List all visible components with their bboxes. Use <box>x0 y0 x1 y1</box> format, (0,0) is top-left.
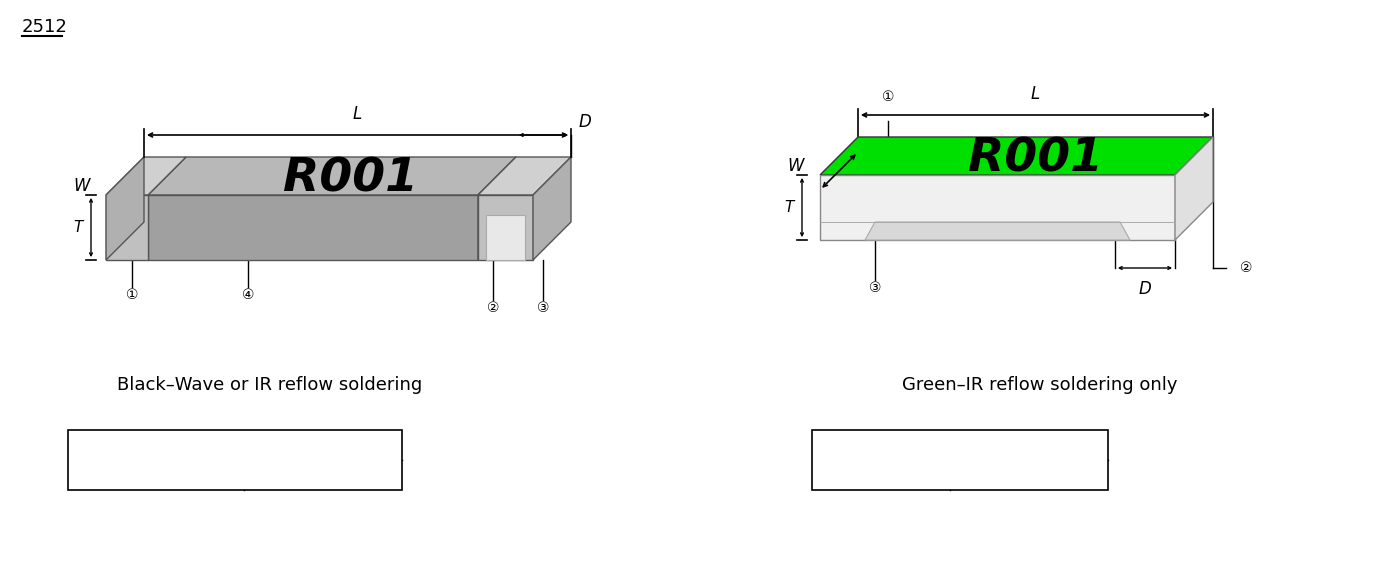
Polygon shape <box>148 157 516 195</box>
Text: Barrier Layer: Barrier Layer <box>277 437 378 453</box>
Text: Solder Plating: Solder Plating <box>100 437 208 453</box>
Polygon shape <box>866 222 1131 240</box>
Polygon shape <box>106 157 185 195</box>
Polygon shape <box>106 195 148 260</box>
Polygon shape <box>106 157 144 260</box>
Text: T: T <box>74 220 84 235</box>
Text: D: D <box>579 113 591 131</box>
Text: ①: ① <box>72 437 86 453</box>
Polygon shape <box>478 195 533 260</box>
Text: ③: ③ <box>537 301 549 315</box>
Polygon shape <box>478 157 572 195</box>
Text: T: T <box>785 200 795 215</box>
Text: W: W <box>74 177 91 195</box>
Text: ①: ① <box>882 90 894 104</box>
Text: Overcoat: Overcoat <box>277 468 347 482</box>
Polygon shape <box>820 175 1175 240</box>
Text: ②: ② <box>72 468 86 482</box>
Polygon shape <box>533 157 572 260</box>
Text: ④: ④ <box>241 288 254 302</box>
Text: D: D <box>1139 280 1151 298</box>
Text: ②: ② <box>487 301 499 315</box>
Polygon shape <box>487 215 526 260</box>
Text: 2512: 2512 <box>22 18 68 36</box>
Polygon shape <box>148 195 478 260</box>
Text: W: W <box>788 157 804 175</box>
Text: Alloy Plate: Alloy Plate <box>845 468 926 482</box>
Polygon shape <box>1175 137 1213 240</box>
Text: ①: ① <box>125 288 138 302</box>
Text: Black–Wave or IR reflow soldering: Black–Wave or IR reflow soldering <box>117 376 422 394</box>
Text: ②: ② <box>817 468 831 482</box>
Text: ③: ③ <box>250 437 262 453</box>
Text: L: L <box>1032 85 1040 103</box>
Text: R001: R001 <box>967 137 1103 181</box>
Polygon shape <box>478 157 516 260</box>
Text: Solder Plating: Solder Plating <box>983 437 1089 453</box>
Text: Overcoat: Overcoat <box>845 437 914 453</box>
Bar <box>68 430 401 490</box>
Bar <box>811 430 1108 490</box>
Text: ①: ① <box>817 437 831 453</box>
Text: R001: R001 <box>283 156 418 202</box>
Text: ③: ③ <box>868 281 881 295</box>
Text: L: L <box>353 105 362 123</box>
Text: ④: ④ <box>250 468 262 482</box>
Polygon shape <box>820 137 1213 175</box>
Text: ③: ③ <box>955 437 969 453</box>
Text: Green–IR reflow soldering only: Green–IR reflow soldering only <box>902 376 1178 394</box>
Text: Alloy Plate: Alloy Plate <box>100 468 181 482</box>
Text: ②: ② <box>1241 261 1252 275</box>
